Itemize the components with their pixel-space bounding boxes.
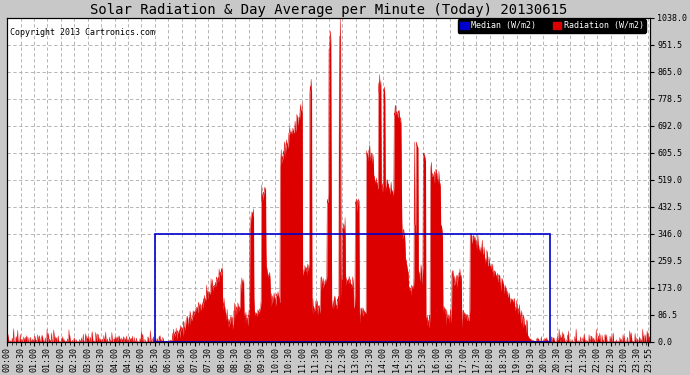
Text: Copyright 2013 Cartronics.com: Copyright 2013 Cartronics.com [10,28,155,37]
Title: Solar Radiation & Day Average per Minute (Today) 20130615: Solar Radiation & Day Average per Minute… [90,3,567,17]
Legend: Median (W/m2), Radiation (W/m2): Median (W/m2), Radiation (W/m2) [457,19,646,33]
Bar [155,234,550,342]
